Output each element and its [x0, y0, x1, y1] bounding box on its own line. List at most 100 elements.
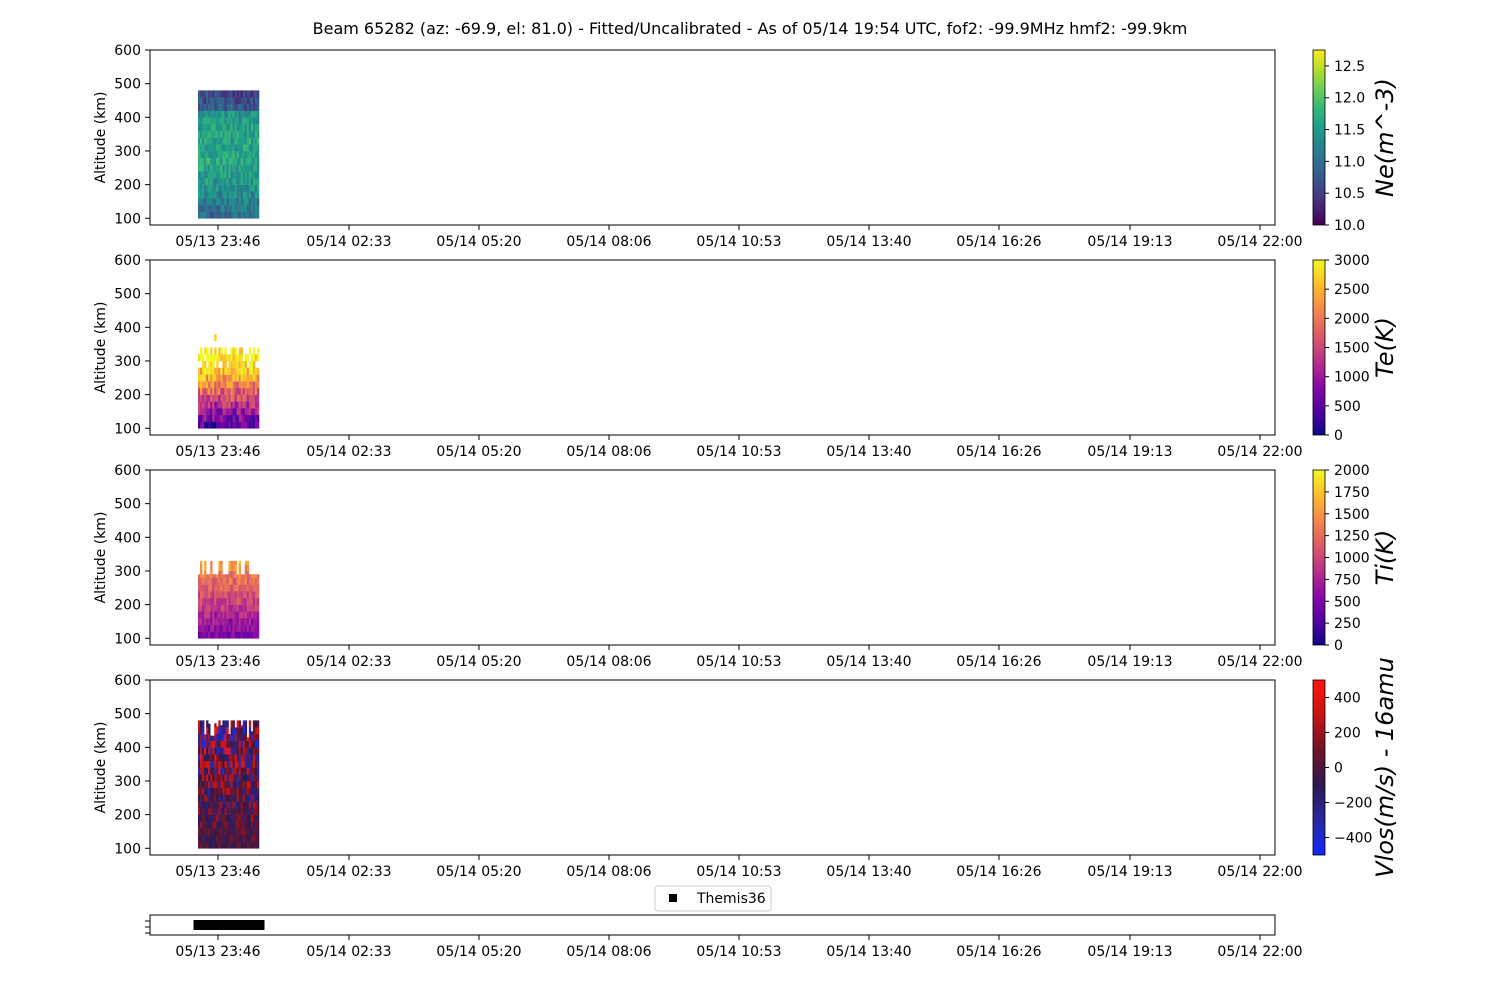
heatmap-cell [234, 354, 237, 362]
heatmap-cell [242, 103, 246, 111]
heatmap-cell [202, 184, 205, 192]
heatmap-cell [216, 624, 219, 632]
heatmap-cell [256, 184, 260, 192]
heatmap-cell [228, 414, 231, 422]
heatmap-cell [214, 97, 217, 105]
heatmap-cell [242, 394, 246, 402]
heatmap-cell [242, 184, 246, 192]
heatmap-cell [236, 177, 239, 185]
heatmap-cell [232, 360, 235, 368]
heatmap-cell [234, 814, 237, 822]
heatmap-cell [236, 618, 239, 626]
heatmap-cell [234, 760, 237, 768]
heatmap-cell [202, 110, 205, 118]
heatmap-cell [204, 774, 207, 782]
heatmap-cell [238, 198, 241, 206]
heatmap-cell [228, 611, 231, 619]
heatmap-cell [220, 604, 223, 612]
heatmap-cell [244, 828, 248, 836]
heatmap-cell [224, 801, 227, 809]
heatmap-cell [198, 97, 201, 105]
heatmap-cell [220, 747, 223, 755]
heatmap-cell [200, 97, 203, 105]
heatmap-cell [230, 381, 233, 389]
heatmap-cell [242, 401, 246, 409]
heatmap-cell [208, 574, 211, 578]
heatmap-cell [214, 387, 217, 395]
heatmap-cell [254, 814, 258, 822]
heatmap-cell [212, 103, 215, 111]
heatmap-cell [204, 184, 207, 192]
heatmap-cell [250, 171, 254, 179]
x-tick-label: 05/14 16:26 [956, 944, 1041, 960]
heatmap-cell [220, 821, 223, 829]
heatmap-cell [240, 90, 244, 98]
heatmap-cell [252, 198, 256, 206]
heatmap-cell [234, 401, 237, 409]
heatmap-cell [212, 211, 215, 219]
heatmap-cell [246, 767, 250, 775]
heatmap-cell [236, 198, 239, 206]
heatmap-cell [226, 117, 229, 125]
heatmap-cell [200, 560, 203, 565]
heatmap-cell [220, 618, 223, 626]
heatmap-cell [218, 97, 221, 105]
heatmap-cell [236, 97, 239, 105]
heatmap-cell [224, 821, 227, 829]
legend-label: Themis36 [696, 891, 766, 907]
heatmap-cell [248, 814, 252, 822]
heatmap-cell [246, 631, 250, 639]
heatmap-cell [222, 97, 225, 105]
heatmap-cell [224, 164, 227, 172]
heatmap-cell [246, 171, 250, 179]
heatmap-cell [238, 144, 241, 152]
heatmap-cell [222, 740, 225, 748]
heatmap-cell [246, 794, 250, 802]
heatmap-cell [210, 164, 213, 172]
heatmap-cell [228, 801, 231, 809]
heatmap-cell [202, 767, 205, 775]
heatmap-cell [204, 191, 207, 199]
heatmap-cell [232, 727, 235, 735]
heatmap-cell [254, 408, 258, 416]
heatmap-cell [250, 794, 254, 802]
heatmap-cell [216, 130, 219, 138]
colorbar-tick-label: 250 [1334, 616, 1361, 632]
heatmap-cell [234, 618, 237, 626]
heatmap-cell [220, 204, 223, 212]
heatmap-cell [218, 387, 221, 395]
heatmap-cell [236, 780, 239, 788]
heatmap-cell [256, 774, 260, 782]
heatmap-cell [222, 144, 225, 152]
heatmap-cell [250, 177, 254, 185]
heatmap-cell [216, 97, 219, 105]
heatmap-cell [256, 198, 260, 206]
heatmap-cell [238, 841, 241, 849]
heatmap-cell [230, 720, 233, 728]
heatmap-cell [224, 124, 227, 132]
legend-box [654, 885, 772, 912]
heatmap-cell [228, 597, 231, 605]
heatmap-cell [238, 618, 241, 626]
heatmap-cell [234, 624, 237, 632]
heatmap-cell [230, 747, 233, 755]
heatmap-cell [220, 211, 223, 219]
heatmap-cell [248, 611, 252, 619]
heatmap-cell [208, 367, 211, 375]
heatmap-cell [256, 807, 260, 815]
heatmap-cell [232, 408, 235, 416]
heatmap-cell [232, 618, 235, 626]
heatmap-cell [238, 760, 241, 768]
heatmap-cell [240, 367, 244, 375]
heatmap-cell [200, 211, 203, 219]
heatmap-cell [230, 834, 233, 842]
heatmap-cell [208, 801, 211, 809]
colorbar-tick-label: 12.0 [1334, 91, 1365, 107]
colorbar-tick-label: 0 [1334, 428, 1343, 444]
heatmap-cell [256, 828, 260, 836]
x-tick-label: 05/14 13:40 [826, 444, 911, 460]
heatmap-cell [248, 574, 252, 578]
heatmap-cell [200, 801, 203, 809]
heatmap-cell [230, 604, 233, 612]
colorbar-tick-label: 3000 [1334, 253, 1370, 269]
